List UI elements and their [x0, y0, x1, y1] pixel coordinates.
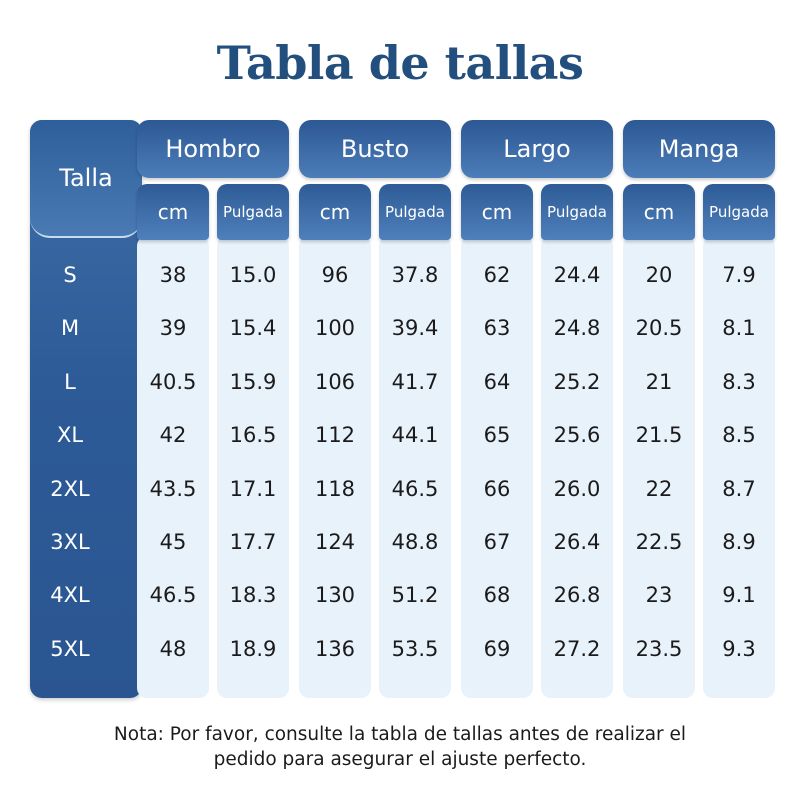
unit-header: cm	[623, 184, 695, 240]
size-label: M	[60, 316, 80, 341]
group-header: Manga	[623, 120, 775, 178]
cell: 69	[483, 636, 511, 661]
unit-header: cm	[137, 184, 209, 240]
cell: 25.2	[553, 369, 601, 394]
size-label: 5XL	[50, 636, 90, 661]
group-header: Busto	[299, 120, 451, 178]
cell: 63	[483, 316, 511, 341]
cell: 62	[483, 263, 511, 287]
cell: 17.1	[229, 476, 277, 501]
cell: 22	[645, 476, 673, 501]
cell: 18.3	[229, 583, 277, 608]
cell: 27.2	[553, 636, 601, 661]
cell: 100	[314, 316, 356, 341]
column-body	[379, 236, 451, 698]
cell: 23	[645, 583, 673, 608]
cell: 38	[159, 263, 187, 287]
unit-header: Pulgada	[217, 184, 289, 240]
column-body	[217, 236, 289, 698]
cell: 8.1	[722, 316, 756, 341]
note-line: Nota: Por favor, consulte la tabla de ta…	[113, 723, 687, 745]
cell: 16.5	[229, 423, 277, 448]
size-label: 2XL	[50, 476, 90, 501]
cell: 8.9	[722, 530, 756, 554]
cell: 39.4	[391, 316, 439, 341]
unit-header: cm	[461, 184, 533, 240]
cell: 21.5	[635, 423, 683, 448]
cell: 9.1	[722, 583, 756, 608]
cell: 51.2	[391, 583, 439, 608]
cell: 48.8	[391, 530, 439, 554]
size-label: 4XL	[50, 583, 90, 608]
size-label: L	[64, 369, 76, 394]
cell: 67	[483, 530, 511, 554]
cell: 118	[314, 476, 356, 501]
cell: 8.3	[722, 369, 756, 394]
column-body	[299, 236, 371, 698]
cell: 53.5	[391, 636, 439, 661]
cell: 39	[159, 316, 187, 341]
cell: 43.5	[149, 476, 197, 501]
cell: 18.9	[229, 636, 277, 661]
cell: 124	[314, 530, 356, 554]
cell: 96	[321, 263, 349, 287]
cell: 44.1	[391, 423, 439, 448]
cell: 17.7	[229, 530, 277, 554]
cell: 40.5	[149, 369, 197, 394]
cell: 26.4	[553, 530, 601, 554]
cell: 68	[483, 583, 511, 608]
cell: 66	[483, 476, 511, 501]
unit-header: Pulgada	[703, 184, 775, 240]
cell: 106	[314, 369, 356, 394]
cell: 130	[314, 583, 356, 608]
cell: 26.8	[553, 583, 601, 608]
unit-header: Pulgada	[541, 184, 613, 240]
column-body	[461, 236, 533, 698]
cell: 24.4	[553, 263, 601, 287]
cell: 64	[483, 369, 511, 394]
unit-header: cm	[299, 184, 371, 240]
unit-header: Pulgada	[379, 184, 451, 240]
cell: 37.8	[391, 263, 439, 287]
cell: 22.5	[635, 530, 683, 554]
cell: 15.0	[229, 263, 277, 287]
cell: 41.7	[391, 369, 439, 394]
cell: 65	[483, 423, 511, 448]
cell: 20	[645, 263, 673, 287]
column-body	[623, 236, 695, 698]
group-header: Largo	[461, 120, 613, 178]
cell: 24.8	[553, 316, 601, 341]
cell: 136	[314, 636, 356, 661]
title: Tabla de tallas	[216, 36, 584, 90]
cell: 8.7	[722, 476, 756, 501]
size-label: XL	[56, 423, 84, 448]
size-label: S	[63, 263, 77, 287]
cell: 15.9	[229, 369, 277, 394]
cell: 112	[314, 423, 356, 448]
cell: 25.6	[553, 423, 601, 448]
cell: 9.3	[722, 636, 756, 661]
column-body	[541, 236, 613, 698]
cell: 48	[159, 636, 187, 661]
column-body	[703, 236, 775, 698]
cell: 15.4	[229, 316, 277, 341]
cell: 23.5	[635, 636, 683, 661]
group-header: Hombro	[137, 120, 289, 178]
size-header: Talla	[30, 120, 142, 238]
cell: 46.5	[149, 583, 197, 608]
cell: 26.0	[553, 476, 601, 501]
cell: 45	[159, 530, 187, 554]
cell: 42	[159, 423, 187, 448]
column-body	[137, 236, 209, 698]
cell: 21	[645, 369, 673, 394]
cell: 46.5	[391, 476, 439, 501]
note-line: pedido para asegurar el ajuste perfecto.	[213, 748, 587, 770]
size-label: 3XL	[50, 530, 90, 554]
cell: 20.5	[635, 316, 683, 341]
cell: 8.5	[722, 423, 756, 448]
cell: 7.9	[722, 263, 756, 287]
